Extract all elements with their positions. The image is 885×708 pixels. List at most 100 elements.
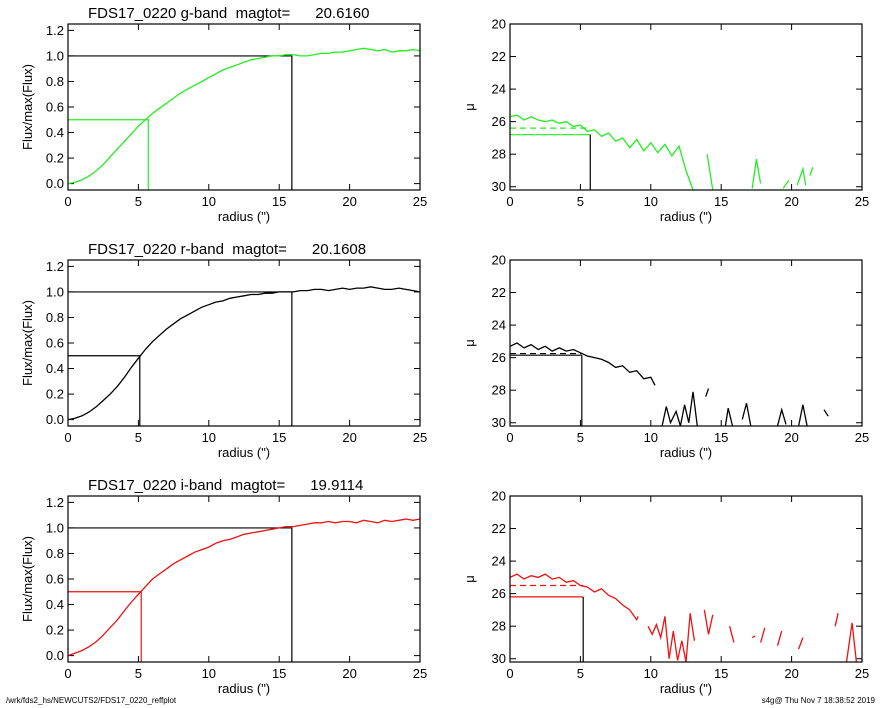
x-tick-label: 0 <box>64 430 71 445</box>
x-tick-label: 5 <box>135 430 142 445</box>
surface-brightness-profile-segment <box>834 613 839 627</box>
x-tick-label: 5 <box>577 666 584 681</box>
y-tick-label: 0.2 <box>46 623 64 638</box>
y-axis-label: μ <box>462 575 477 583</box>
x-tick-label: 15 <box>272 430 286 445</box>
y-axis-label: μ <box>462 103 477 111</box>
footer-file-path: /wrk/fds2_hs/NEWCUTS2/FDS17_0220_reffplo… <box>6 696 177 705</box>
y-tick-label: 0.4 <box>46 125 64 140</box>
x-tick-label: 10 <box>644 194 658 209</box>
y-tick-label: 0.6 <box>46 100 64 115</box>
surface-brightness-profile-segment <box>647 613 696 662</box>
x-tick-label: 0 <box>506 430 513 445</box>
y-tick-label: 30 <box>492 179 506 194</box>
y-tick-label: 0.2 <box>46 387 64 402</box>
x-tick-label: 15 <box>272 666 286 681</box>
x-tick-label: 0 <box>64 194 71 209</box>
y-tick-label: 28 <box>492 383 506 398</box>
y-axis-label: Flux/max(Flux) <box>20 536 35 622</box>
y-tick-label: 0.2 <box>46 151 64 166</box>
x-tick-label: 20 <box>342 194 356 209</box>
y-tick-label: 22 <box>492 521 506 536</box>
surface-brightness-profile-segment <box>706 154 714 190</box>
x-tick-label: 15 <box>714 666 728 681</box>
x-tick-label: 25 <box>855 666 869 681</box>
y-tick-label: 22 <box>492 49 506 64</box>
plot-frame <box>67 259 421 427</box>
r-band-profile-panel: 0 5 10 15 20 25 20 22 24 26 28 30 radius (") μ <box>462 253 869 461</box>
x-tick-label: 20 <box>342 430 356 445</box>
surface-brightness-profile-segment <box>809 166 814 176</box>
y-tick-label: 0.0 <box>46 648 64 663</box>
x-tick-label: 5 <box>135 194 142 209</box>
total-radius-marker <box>68 527 293 662</box>
surface-brightness-profile-segment <box>845 622 858 662</box>
growth-curve-line <box>68 286 420 421</box>
x-axis-label: radius (") <box>218 445 270 460</box>
x-tick-label: 5 <box>577 430 584 445</box>
y-tick-label: 20 <box>492 489 506 504</box>
x-tick-label: 10 <box>202 194 216 209</box>
surface-brightness-profile-segment <box>703 609 714 635</box>
x-axis-label: radius (") <box>218 681 270 696</box>
y-tick-label: 1.0 <box>46 284 64 299</box>
x-axis-label: radius (") <box>218 209 270 224</box>
y-tick-label: 24 <box>492 82 506 97</box>
growth-curve-line <box>68 518 420 657</box>
y-tick-label: 1.2 <box>46 23 64 38</box>
x-tick-label: 20 <box>342 666 356 681</box>
y-tick-label: 0.8 <box>46 546 64 561</box>
surface-brightness-profile-segment <box>823 409 829 417</box>
surface-brightness-profile-segment <box>741 403 752 426</box>
y-tick-label: 24 <box>492 318 506 333</box>
surface-brightness-profile-segment <box>751 158 762 189</box>
x-tick-label: 15 <box>714 194 728 209</box>
plot-frame <box>67 23 421 191</box>
surface-brightness-profile-segment <box>776 407 787 426</box>
y-axis-label: μ <box>462 339 477 347</box>
y-tick-label: 0.6 <box>46 336 64 351</box>
x-tick-label: 20 <box>784 666 798 681</box>
y-tick-label: 20 <box>492 17 506 32</box>
y-tick-label: 24 <box>492 554 506 569</box>
x-tick-label: 25 <box>855 194 869 209</box>
y-tick-label: 0.0 <box>46 176 64 191</box>
surface-brightness-profile-segment <box>510 573 639 622</box>
y-axis-label: Flux/max(Flux) <box>20 300 35 386</box>
x-tick-label: 25 <box>413 666 427 681</box>
x-axis-label: radius (") <box>660 681 712 696</box>
y-tick-label: 30 <box>492 651 506 666</box>
x-axis-label: radius (") <box>660 445 712 460</box>
total-radius-marker <box>68 55 293 190</box>
surface-brightness-profile-segment <box>724 407 734 426</box>
r-band-growth-panel: 0 5 10 15 20 25 0.0 0.2 0.4 0.6 0.8 1.0 1.2 radius ("… <box>20 241 427 460</box>
x-tick-label: 0 <box>64 666 71 681</box>
y-tick-label: 22 <box>492 285 506 300</box>
growth-curve-line <box>68 47 420 185</box>
x-tick-label: 25 <box>413 194 427 209</box>
y-tick-label: 26 <box>492 586 506 601</box>
x-tick-label: 20 <box>784 430 798 445</box>
y-tick-label: 0.8 <box>46 74 64 89</box>
g-band-profile-panel: 0 5 10 15 20 25 20 22 24 26 28 30 radius (") μ <box>462 17 869 225</box>
plot-frame <box>509 23 863 191</box>
y-tick-label: 0.4 <box>46 361 64 376</box>
x-tick-label: 5 <box>135 666 142 681</box>
surface-brightness-profile-segment <box>782 179 790 189</box>
x-tick-label: 25 <box>413 430 427 445</box>
y-tick-label: 20 <box>492 253 506 268</box>
x-axis-label: radius (") <box>660 209 712 224</box>
y-tick-label: 1.0 <box>46 48 64 63</box>
x-tick-label: 10 <box>644 666 658 681</box>
panel-title: FDS17_0220 g-band magtot= 20.6160 <box>88 5 369 22</box>
i-band-growth-panel: 0 5 10 15 20 25 0.0 0.2 0.4 0.6 0.8 1.0 1.2 radius ("… <box>20 477 427 696</box>
x-tick-label: 0 <box>506 666 513 681</box>
y-tick-label: 1.2 <box>46 259 64 274</box>
y-tick-label: 0.6 <box>46 572 64 587</box>
x-tick-label: 25 <box>855 430 869 445</box>
y-tick-label: 28 <box>492 619 506 634</box>
surface-brightness-profile-segment <box>796 166 807 186</box>
y-tick-label: 0.4 <box>46 597 64 612</box>
surface-brightness-profile-segment <box>661 391 698 426</box>
